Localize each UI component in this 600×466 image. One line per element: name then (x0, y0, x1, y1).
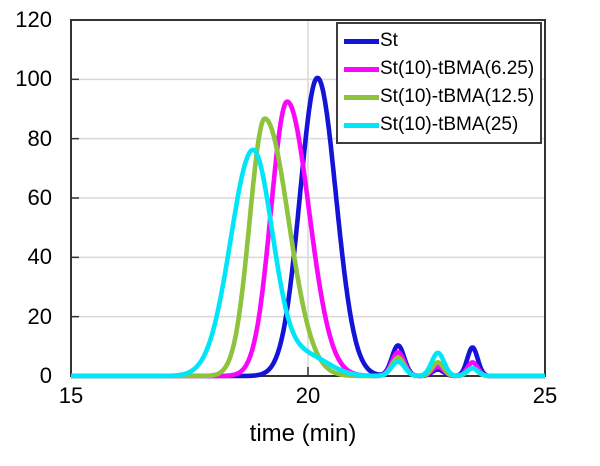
y-tick-label: 100 (15, 66, 52, 92)
legend-item: St (344, 27, 538, 55)
y-tick-label: 60 (27, 185, 52, 210)
x-tick-label: 25 (532, 383, 558, 408)
y-tick-label: 40 (27, 244, 52, 270)
x-tick-label: 20 (295, 383, 321, 408)
series-curve-3 (71, 147, 545, 379)
plot-frame (70, 19, 546, 377)
y-tick-label: 0 (39, 363, 52, 388)
legend-item: St(10)-tBMA(6.25) (344, 55, 538, 83)
y-tick-label: 80 (27, 125, 52, 151)
legend-label: St(10)-tBMA(12.5) (380, 86, 535, 107)
legend-label: St (380, 30, 398, 51)
y-tick-label: 120 (15, 7, 52, 32)
legend-label: St(10)-tBMA(25) (380, 114, 519, 135)
legend: St St(10)-tBMA(6.25) St(10)-tBMA(12.5) St(1… (336, 22, 542, 144)
legend-line-swatch (344, 66, 379, 72)
y-tick-label: 20 (27, 303, 52, 329)
legend-item: St(10)-tBMA(25) (344, 111, 538, 139)
x-axis-title: time (min) (249, 420, 357, 447)
legend-line-swatch (344, 94, 379, 100)
legend-item: St(10)-tBMA(12.5) (344, 83, 538, 111)
x-tick-label: 15 (58, 383, 84, 408)
legend-line-swatch (344, 122, 379, 128)
legend-label: St(10)-tBMA(6.25) (380, 58, 535, 79)
legend-line-swatch (344, 38, 379, 44)
